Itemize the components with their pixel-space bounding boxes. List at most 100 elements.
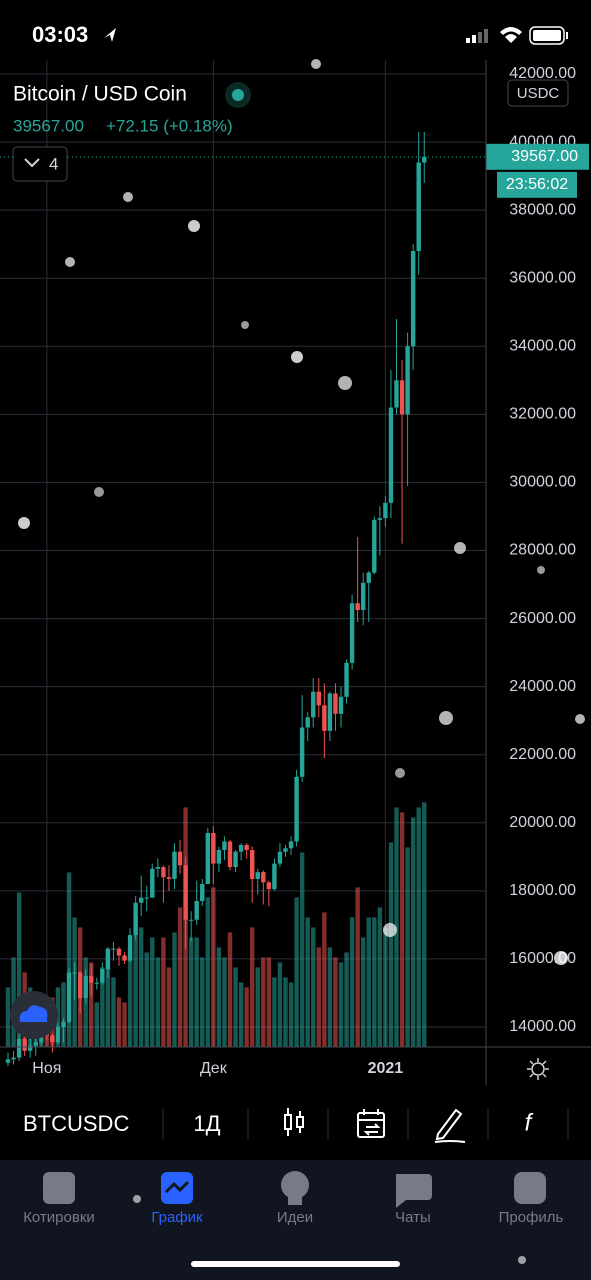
volume-bar [188,937,194,1048]
tab-icon [43,1172,75,1204]
y-tick-label: 24000.00 [509,678,576,695]
volume-bar [422,802,427,1048]
volume-bar [349,917,355,1048]
y-tick-label: 20000.00 [509,814,576,831]
candle-body [255,872,260,879]
candle-body [55,1026,61,1043]
indicators-toggle[interactable] [12,146,68,182]
snowflakes [18,59,585,1264]
volume-bar [366,917,371,1048]
volume-bar [288,982,294,1048]
candle-body [416,162,421,251]
candle-body [39,1033,44,1043]
volume-bar [377,907,383,1048]
candle-body [394,380,399,408]
home-indicator [191,1261,400,1267]
volume-bar [394,807,399,1048]
volume-bar [311,927,316,1048]
y-tick-label: 38000.00 [509,201,576,218]
candle-body [272,863,277,890]
candle-body [116,948,122,956]
countdown-badge [497,171,577,198]
candles-button[interactable] [284,1108,304,1136]
countdown: 23:56:02 [506,176,568,193]
volume-bar [255,967,260,1048]
indicators-button[interactable]: f [525,1109,534,1136]
volume-bar [261,957,266,1048]
x-tick-label: Ноя [32,1060,61,1077]
candle-body [16,1038,22,1058]
candle-body [327,693,333,731]
toolbar-interval[interactable]: 1Д [193,1111,220,1136]
candle-body [405,346,410,415]
chevron-icon [24,158,40,168]
tab-label[interactable]: Котировки [23,1209,95,1226]
candle-body [22,1038,27,1051]
indicators-count: 4 [49,154,58,173]
candle-body [238,844,244,852]
last-price-badge [486,143,589,170]
last-price: 39567.00 [13,116,84,135]
volume-bar [222,957,227,1048]
volume-bar [266,957,272,1048]
candle-body [161,867,166,878]
y-tick-label: 30000.00 [509,474,576,491]
candle-body [338,696,344,714]
tab-label[interactable]: График [151,1209,203,1226]
volume-bar [416,807,421,1048]
volume-bar [305,917,310,1048]
candle-body [211,832,216,864]
tab-label[interactable]: Идеи [277,1209,313,1226]
candle-body [305,717,310,728]
replay-button[interactable] [357,1109,385,1138]
candle-body [266,882,272,890]
volume-bar [200,957,205,1048]
volume-bar [139,927,144,1048]
volume-bar [116,997,122,1048]
candle-body [311,691,316,718]
currency-badge[interactable] [507,79,569,107]
candle-body [333,693,338,714]
volume-bar [177,907,183,1048]
volume-bar [405,847,410,1048]
volume-bar [122,1002,127,1048]
symbol-title: Bitcoin / USD Coin [13,83,187,106]
candle-body [100,969,105,983]
tab-label[interactable]: Профиль [499,1209,564,1226]
volume-bar [61,982,66,1048]
chart-area: 14000.0016000.0018000.0020000.0022000.00… [0,60,589,1077]
candle-body [94,982,99,984]
y-tick-label: 18000.00 [509,882,576,899]
y-tick-label: 22000.00 [509,746,576,763]
candle-body [383,502,388,519]
candle-body [188,919,194,921]
volume-bar [144,952,149,1048]
y-tick-label: 14000.00 [509,1018,576,1035]
candle-body [277,851,283,864]
toolbar-symbol[interactable]: BTCUSDC [23,1111,129,1136]
candle-body [66,972,72,1022]
candle-body [5,1059,11,1063]
volume-bar [361,937,366,1048]
volume-bar [216,947,222,1048]
candle-body [200,884,205,902]
candle-body [355,603,360,611]
settings-icon[interactable] [527,1058,549,1080]
candle-body [133,902,138,936]
candle-body [122,955,127,961]
y-tick-label: 42000.00 [509,65,576,82]
candle-body [372,519,377,573]
y-tick-label: 32000.00 [509,406,576,423]
volume-bar [344,952,349,1048]
status-icons [466,26,568,45]
volume-bar [299,852,305,1048]
draw-button[interactable] [434,1108,466,1143]
candle-body [344,662,349,697]
candle-body [111,948,116,950]
tab-label[interactable]: Чаты [395,1209,431,1226]
candle-body [194,901,199,920]
candle-body [349,603,355,663]
volume-bar [155,957,161,1048]
